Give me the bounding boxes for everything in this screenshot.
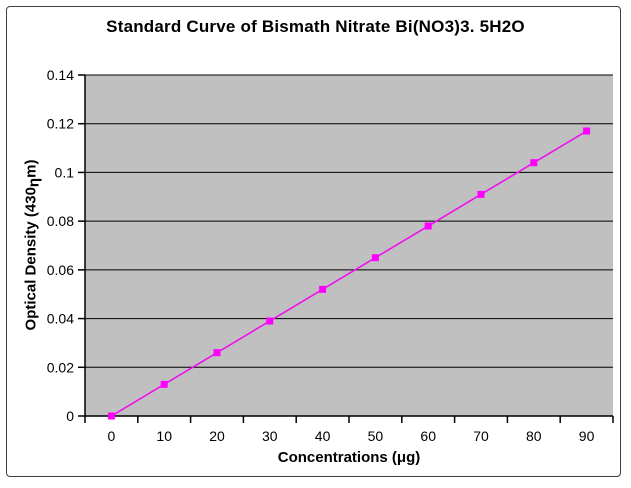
data-point-marker (107, 412, 115, 420)
data-point-marker (530, 159, 538, 167)
x-tick-label: 20 (209, 428, 225, 444)
y-tick-label: 0.12 (47, 116, 74, 132)
y-tick-label: 0 (66, 408, 74, 424)
x-tick-label: 70 (473, 428, 489, 444)
x-tick-label: 0 (108, 428, 116, 444)
data-point-marker (266, 317, 274, 325)
y-tick-label: 0.08 (47, 213, 74, 229)
y-tick-label: 0.14 (47, 67, 74, 83)
y-axis-title-pre: Optical Density (430 (22, 187, 40, 331)
x-tick-label: 90 (579, 428, 595, 444)
x-axis-title: Concentrations (μg) (277, 449, 421, 466)
y-tick-label: 0.04 (47, 311, 74, 327)
x-tick-label: 80 (526, 428, 542, 444)
data-point-marker (424, 222, 432, 230)
data-point-marker (160, 380, 168, 388)
x-tick-label: 60 (420, 428, 436, 444)
y-axis-title-eta-subscript: η (25, 177, 43, 188)
data-point-marker (213, 349, 221, 357)
x-tick-label: 50 (368, 428, 384, 444)
x-tick-label: 30 (262, 428, 278, 444)
y-axis-title-post: m) (22, 159, 40, 178)
series-line (110, 130, 588, 417)
data-point-marker (319, 285, 327, 293)
y-axis-title: Optical Density (430ηm) (22, 159, 43, 331)
plot-background (85, 75, 613, 416)
x-tick-label: 40 (315, 428, 331, 444)
data-point-marker (477, 190, 485, 198)
x-tick-label: 10 (156, 428, 172, 444)
y-tick-label: 0.02 (47, 359, 74, 375)
chart-title: Standard Curve of Bismath Nitrate Bi(NO3… (106, 17, 525, 36)
y-tick-label: 0.1 (55, 164, 75, 180)
data-point-marker (371, 254, 379, 262)
data-point-marker (583, 127, 591, 135)
y-tick-label: 0.06 (47, 262, 74, 278)
